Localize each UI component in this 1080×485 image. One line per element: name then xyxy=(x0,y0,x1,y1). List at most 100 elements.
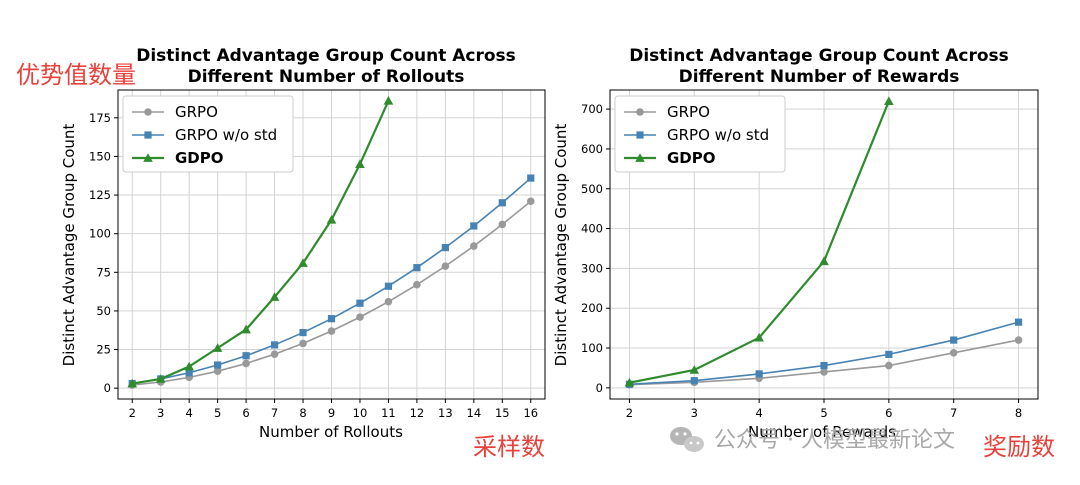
annotation-rewards: 奖励数 xyxy=(983,433,1055,461)
data-point xyxy=(754,332,764,342)
data-point xyxy=(1014,318,1023,326)
data-point xyxy=(185,369,193,377)
data-point xyxy=(526,197,535,206)
y-tick-label: 25 xyxy=(96,343,111,357)
data-point xyxy=(949,349,958,357)
data-point xyxy=(819,256,829,266)
legend-box xyxy=(614,95,786,173)
data-point xyxy=(242,352,250,360)
data-point xyxy=(299,339,307,348)
x-tick-label: 2 xyxy=(626,406,633,420)
legend-entry-grpo-w-o-std: GRPO w/o std xyxy=(624,126,769,144)
data-point xyxy=(527,174,535,182)
x-tick-label: 4 xyxy=(186,406,193,420)
data-point xyxy=(885,350,893,359)
chart-title-line1: Distinct Advantage Group Count Across xyxy=(136,46,516,66)
legend-label: GRPO w/o std xyxy=(667,126,769,144)
legend-label: GRPO xyxy=(175,103,218,121)
legend-swatch-marker xyxy=(144,131,152,139)
legend-entry-grpo-w-o-std: GRPO w/o std xyxy=(132,126,277,144)
y-tick-label: 75 xyxy=(96,265,111,279)
x-tick-label: 3 xyxy=(691,406,698,420)
data-point xyxy=(184,361,194,371)
x-tick-label: 12 xyxy=(410,406,425,420)
x-axis-label: Number of Rollouts xyxy=(259,423,403,441)
x-tick-label: 11 xyxy=(381,406,396,420)
legend-label: GRPO xyxy=(667,103,710,121)
data-point xyxy=(755,370,763,378)
wechat-icon xyxy=(670,427,704,452)
watermark: 公众号 · 人模型最新论文 xyxy=(670,427,955,453)
chart-title-line1: Distinct Advantage Group Count Across xyxy=(629,46,1009,66)
watermark-text: 公众号 · 人模型最新论文 xyxy=(714,428,955,453)
x-tick-label: 6 xyxy=(885,406,892,420)
data-point xyxy=(298,258,308,267)
x-axis-label: Number of Rewards xyxy=(748,423,896,441)
data-point xyxy=(269,292,280,301)
data-point xyxy=(384,282,393,290)
data-point xyxy=(690,377,698,385)
data-point xyxy=(470,222,478,230)
y-tick-label: 150 xyxy=(89,149,111,163)
legend-entry-grpo: GRPO xyxy=(132,103,218,121)
series-gdpo xyxy=(127,96,394,388)
data-point xyxy=(326,214,337,224)
data-point xyxy=(356,299,364,307)
x-tick-label: 16 xyxy=(523,406,538,420)
x-tick-label: 6 xyxy=(242,406,249,420)
data-point xyxy=(383,96,394,105)
annotation-rollouts: 采样数 xyxy=(473,433,545,461)
x-tick-label: 7 xyxy=(271,406,278,420)
x-tick-label: 13 xyxy=(438,406,453,420)
chart-rewards: Distinct Advantage Group Count Across Di… xyxy=(552,46,1039,441)
data-point xyxy=(413,280,421,289)
data-point xyxy=(498,220,507,229)
data-point xyxy=(1014,336,1023,344)
chart-title-line2: Different Number of Rewards xyxy=(679,67,960,87)
y-tick-label: 0 xyxy=(596,381,603,395)
y-tick-label: 100 xyxy=(89,227,111,241)
chart-title-line2: Different Number of Rollouts xyxy=(188,67,465,87)
data-point xyxy=(213,367,222,375)
y-tick-label: 400 xyxy=(581,222,603,236)
x-tick-label: 5 xyxy=(820,406,827,420)
legend: GRPO GRPO w/o std GDPO xyxy=(122,95,294,173)
data-point xyxy=(441,262,450,270)
legend-label: GRPO w/o std xyxy=(175,126,277,144)
data-point xyxy=(241,324,251,334)
y-tick-label: 50 xyxy=(96,304,111,318)
x-tick-label: 10 xyxy=(353,406,368,420)
y-tick-label: 0 xyxy=(104,381,111,395)
data-point xyxy=(242,359,250,368)
x-tick-label: 3 xyxy=(157,406,164,420)
x-tick-label: 2 xyxy=(129,406,136,420)
data-point xyxy=(820,361,828,370)
legend-swatch-marker xyxy=(143,153,153,162)
x-tick-label: 8 xyxy=(1015,406,1022,420)
data-point xyxy=(212,343,223,352)
x-tick-label: 7 xyxy=(950,406,957,420)
data-point xyxy=(689,365,700,374)
chart-rollouts: Distinct Advantage Group Count Across Di… xyxy=(60,46,546,441)
data-point xyxy=(327,315,336,323)
x-tick-label: 8 xyxy=(299,406,306,420)
x-tick-label: 15 xyxy=(495,406,510,420)
annotation-advantage-count: 优势值数量 xyxy=(16,61,136,89)
x-tick-label: 4 xyxy=(755,406,762,420)
data-point xyxy=(885,361,893,370)
y-tick-label: 175 xyxy=(89,111,111,125)
data-point xyxy=(355,159,365,168)
y-tick-label: 300 xyxy=(581,261,603,275)
data-point xyxy=(155,374,166,383)
data-point xyxy=(270,350,279,358)
y-tick-label: 100 xyxy=(581,341,603,355)
x-tick-label: 5 xyxy=(214,406,221,420)
legend-swatch-marker xyxy=(636,131,644,139)
y-tick-label: 200 xyxy=(581,301,603,315)
data-point xyxy=(624,377,635,387)
legend-entry-grpo: GRPO xyxy=(624,103,710,121)
data-point xyxy=(441,243,449,252)
y-tick-label: 700 xyxy=(581,102,603,116)
series-gdpo xyxy=(624,96,894,387)
